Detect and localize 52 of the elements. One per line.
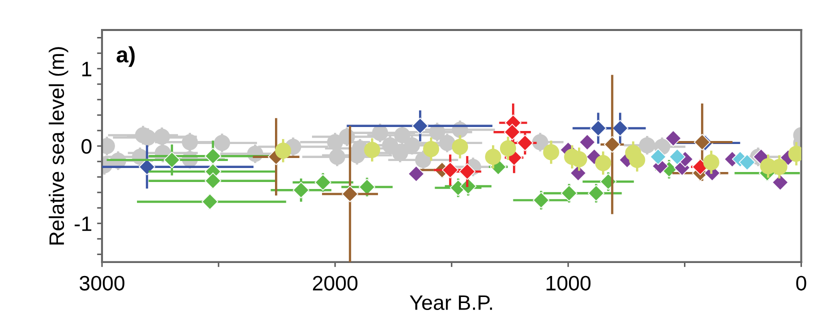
point (650, 148, 666, 166)
point (439, 134, 456, 151)
y-tick-label: -1 (74, 216, 92, 231)
point (543, 144, 560, 160)
point (738, 154, 756, 171)
point (412, 118, 428, 134)
point (408, 166, 424, 182)
x-tick-label: 0 (796, 276, 806, 291)
point (202, 193, 218, 210)
point (629, 152, 646, 168)
annotation: a) (116, 46, 135, 67)
point (588, 184, 604, 202)
point (452, 138, 468, 155)
point (532, 134, 548, 150)
point (772, 174, 789, 191)
point (504, 124, 520, 140)
y-axis-title: Relative sea level (m) (48, 47, 68, 244)
point (694, 134, 710, 150)
point (342, 186, 358, 202)
x-tick-label: 2000 (312, 276, 358, 291)
point (164, 152, 180, 168)
point (364, 142, 380, 158)
point (423, 141, 440, 158)
point (358, 178, 376, 196)
point (668, 148, 686, 166)
x-tick-label: 1000 (546, 276, 591, 291)
point (771, 158, 788, 175)
point (590, 120, 606, 137)
point (485, 148, 502, 165)
point (604, 136, 620, 153)
point (612, 120, 628, 137)
y-tick-label: 0 (82, 139, 92, 154)
point (500, 140, 516, 156)
point (138, 158, 156, 176)
point (292, 182, 310, 198)
point (329, 148, 346, 165)
point (404, 137, 420, 154)
point (275, 142, 292, 159)
point (595, 154, 612, 172)
point (314, 174, 332, 191)
point (442, 162, 458, 178)
point (516, 134, 534, 152)
point (664, 130, 682, 147)
point (458, 163, 476, 180)
x-tick-label: 3000 (80, 276, 124, 291)
point (204, 148, 222, 164)
point (703, 154, 720, 170)
y-tick-label: 1 (82, 62, 92, 76)
point (639, 137, 656, 154)
x-axis-title: Year B.P. (410, 295, 492, 310)
point (571, 151, 588, 168)
point (578, 134, 596, 150)
